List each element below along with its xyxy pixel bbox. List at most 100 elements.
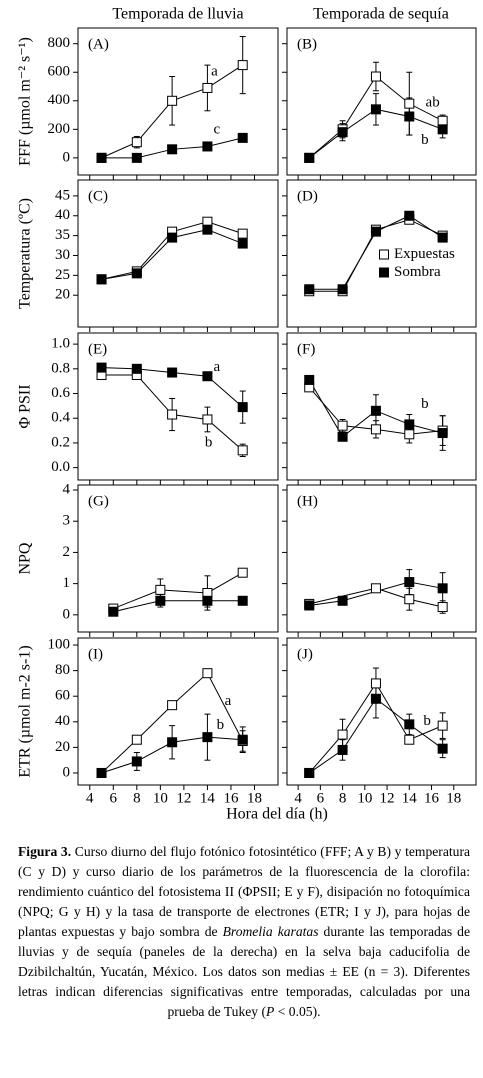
x-tick-label: 12 <box>380 790 395 806</box>
x-tick-label: 4 <box>86 790 94 806</box>
x-tick-label: 10 <box>153 790 168 806</box>
marker <box>202 414 213 425</box>
significance-letter: a <box>211 63 218 79</box>
y-tick-label: 80 <box>55 662 70 678</box>
panel-label: (F) <box>297 341 315 357</box>
y-axis-label: ETR (µmol m-2 s-1) <box>17 645 34 777</box>
caption-text: P <box>266 1004 275 1019</box>
y-tick-label: 0 <box>63 606 71 622</box>
marker <box>370 71 381 82</box>
y-tick-label: 0.8 <box>51 360 70 376</box>
marker <box>370 226 381 237</box>
y-tick-label: 0.0 <box>51 459 70 475</box>
marker <box>202 141 213 152</box>
y-tick-label: 0.6 <box>51 385 70 401</box>
marker <box>237 595 248 606</box>
y-tick-label: 20 <box>55 739 70 755</box>
y-tick-label: 0.2 <box>51 434 70 450</box>
y-tick-label: 4 <box>63 481 71 497</box>
plot-frame <box>77 637 279 786</box>
y-tick-label: 45 <box>55 187 70 203</box>
marker <box>404 419 415 430</box>
significance-letter: b <box>217 717 225 733</box>
figure: Temporada de lluvia Temporada de sequía … <box>17 6 477 823</box>
y-axis-label: Temperatura (ºC) <box>17 198 34 309</box>
x-tick-label: 18 <box>247 790 262 806</box>
x-axis-label: Hora del día (h) <box>226 806 328 823</box>
marker <box>202 371 213 382</box>
marker <box>370 104 381 115</box>
marker <box>404 111 415 122</box>
panel-label: (H) <box>297 493 318 509</box>
caption-text: Figura 3. <box>18 844 72 859</box>
significance-letter: b <box>205 434 213 450</box>
marker <box>370 693 381 704</box>
marker <box>202 82 213 93</box>
panel-label: (D) <box>297 188 318 204</box>
marker <box>404 734 415 745</box>
caption-text: Bromelia karatas <box>222 924 319 939</box>
significance-letter: a <box>225 693 232 709</box>
significance-letter: a <box>213 359 220 375</box>
marker <box>155 584 166 595</box>
marker <box>437 602 448 613</box>
marker <box>237 228 248 239</box>
caption-text: Curso diurno del flujo fotónico fotosint… <box>18 844 470 939</box>
marker <box>167 700 178 711</box>
x-tick-label: 10 <box>357 790 372 806</box>
significance-letter: b <box>421 132 429 148</box>
y-tick-label: 35 <box>55 227 70 243</box>
marker <box>202 595 213 606</box>
marker <box>337 420 348 431</box>
marker <box>404 577 415 588</box>
y-tick-label: 1.0 <box>51 336 70 352</box>
y-tick-label: 600 <box>48 64 71 80</box>
y-tick-label: 2 <box>63 544 71 560</box>
caption-text: < 0.05). <box>274 1004 321 1019</box>
x-tick-label: 12 <box>176 790 191 806</box>
marker <box>131 268 142 279</box>
marker <box>202 224 213 235</box>
marker <box>404 719 415 730</box>
legend-label: Expuestas <box>394 246 455 262</box>
legend-marker <box>379 249 389 260</box>
marker <box>304 284 315 295</box>
marker <box>108 606 119 617</box>
plot-frame <box>77 179 279 328</box>
marker <box>167 232 178 243</box>
marker <box>237 238 248 249</box>
marker <box>337 595 348 606</box>
y-tick-label: 60 <box>55 688 70 704</box>
marker <box>437 232 448 243</box>
y-tick-label: 3 <box>63 513 71 529</box>
marker <box>167 144 178 155</box>
series-line <box>113 600 243 613</box>
marker <box>131 756 142 767</box>
y-axis-label: FFF (µmol m⁻² s⁻¹) <box>17 37 34 166</box>
y-tick-label: 800 <box>48 35 71 51</box>
marker <box>337 127 348 138</box>
panel-label: (B) <box>297 36 317 52</box>
significance-letter: b <box>421 396 429 412</box>
plot-frame <box>77 27 279 176</box>
marker <box>370 583 381 594</box>
marker <box>237 445 248 456</box>
marker <box>437 743 448 754</box>
legend-marker <box>379 267 389 278</box>
y-tick-label: 0.4 <box>51 410 70 426</box>
y-tick-label: 40 <box>55 207 70 223</box>
series-line <box>113 572 243 610</box>
marker <box>404 210 415 221</box>
marker <box>237 132 248 143</box>
marker <box>370 405 381 416</box>
marker <box>155 595 166 606</box>
y-tick-label: 100 <box>48 636 71 652</box>
marker <box>437 124 448 135</box>
marker <box>96 362 107 373</box>
x-tick-label: 6 <box>317 790 325 806</box>
marker <box>304 152 315 163</box>
marker <box>404 594 415 605</box>
y-axis-label: Φ PSII <box>17 384 34 428</box>
panel-label: (J) <box>297 646 313 662</box>
